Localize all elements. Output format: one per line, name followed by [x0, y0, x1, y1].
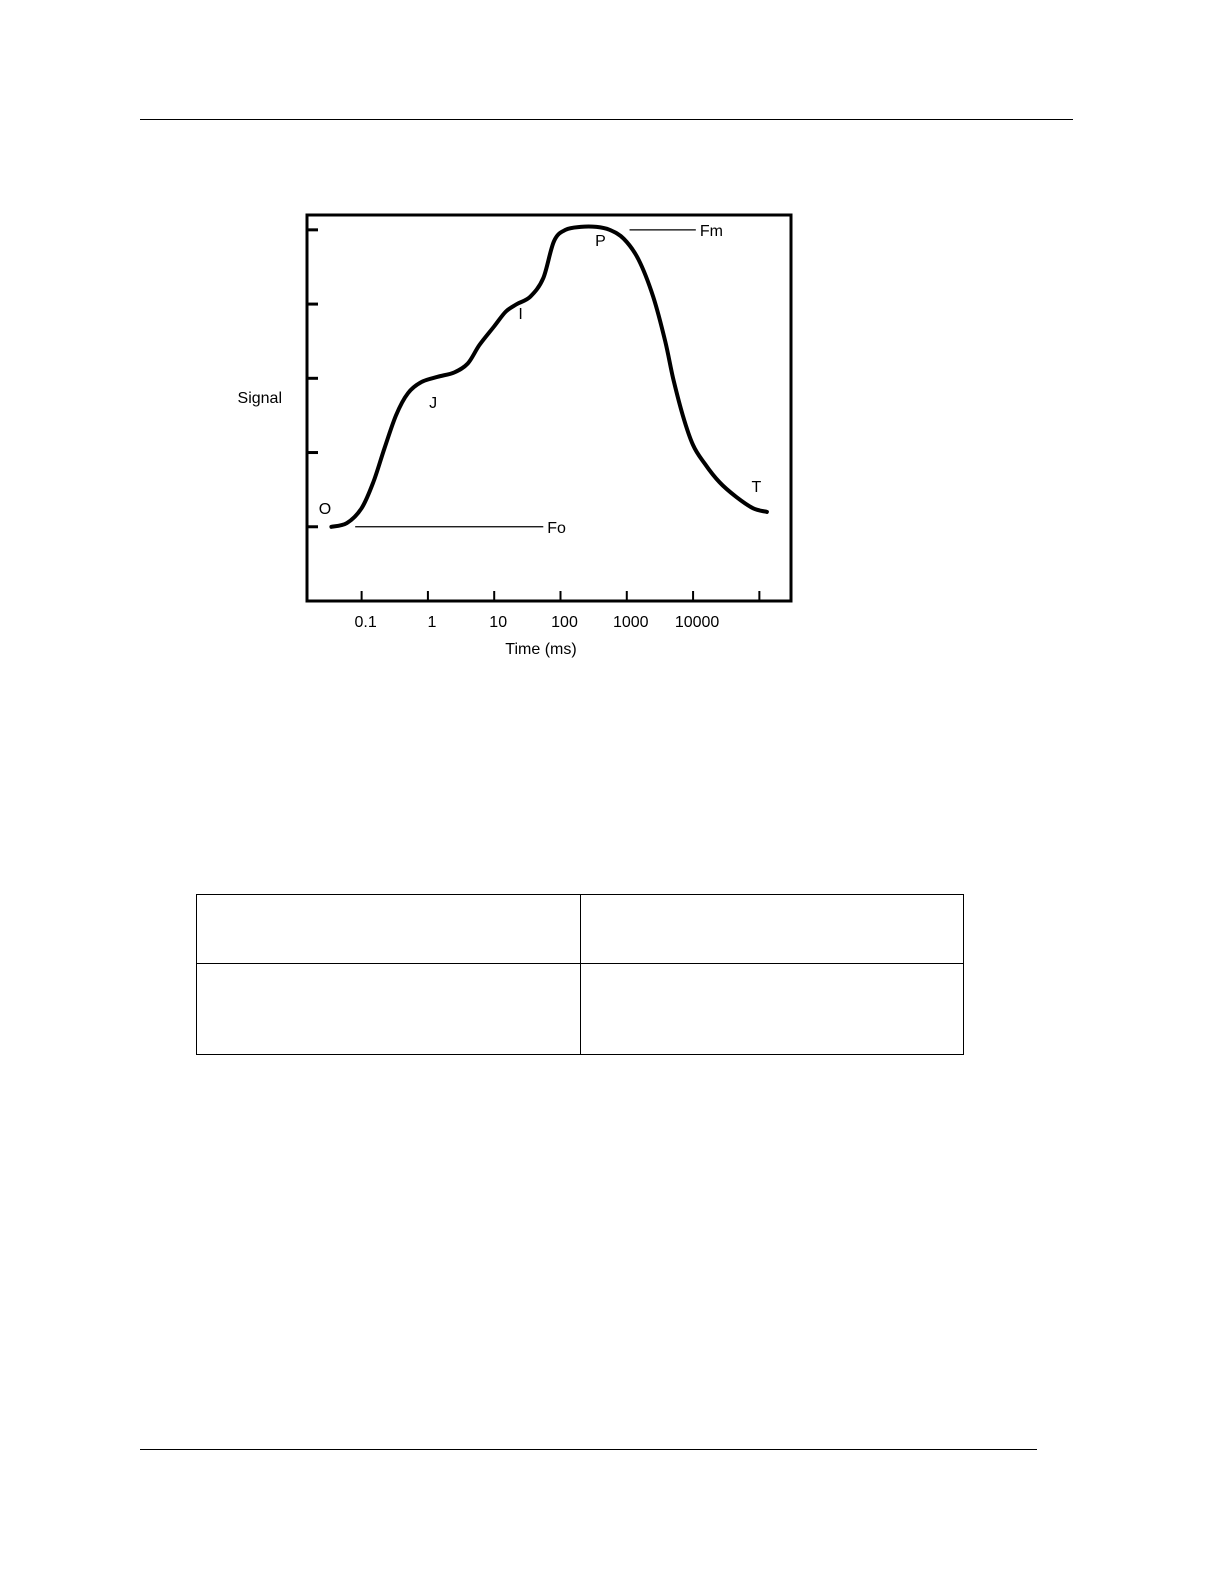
table-row [196, 894, 964, 964]
table-cell [196, 963, 581, 1055]
x-axis-tick-labels: 0.1 1 10 100 1000 10000 [354, 614, 719, 631]
x-axis-label: Time (ms) [505, 641, 576, 658]
x-tick-label: 1 [427, 614, 436, 631]
point-label-i: I [518, 306, 522, 323]
table-cell [196, 894, 581, 964]
y-axis-ticks [307, 228, 318, 529]
table-row [196, 963, 964, 1055]
x-tick-label: 10000 [675, 614, 720, 631]
x-tick-label: 1000 [613, 614, 649, 631]
signal-curve [329, 224, 769, 529]
curve-point-labels: O J I P T [319, 233, 762, 518]
footer-rule [140, 1449, 1037, 1450]
plot-frame [305, 213, 793, 603]
table-cell [579, 963, 964, 1055]
annotation-label-fo: Fo [547, 520, 566, 537]
x-tick-label: 10 [489, 614, 507, 631]
x-tick-label: 100 [551, 614, 578, 631]
chart: 0.1 1 10 100 1000 10000 Fo Fm O J I P T Signal Tim… [238, 213, 793, 658]
annotation-label-fm: Fm [700, 223, 723, 240]
point-label-t: T [751, 479, 761, 496]
table-cell [579, 894, 964, 964]
empty-table [196, 894, 964, 1055]
point-label-p: P [595, 233, 606, 250]
header-rule [140, 119, 1073, 120]
x-tick-label: 0.1 [354, 614, 376, 631]
chart-annotations: Fo Fm [355, 223, 723, 537]
point-label-o: O [319, 501, 331, 518]
x-axis-ticks [360, 591, 761, 601]
y-axis-label: Signal [238, 390, 282, 407]
point-label-j: J [429, 395, 437, 412]
